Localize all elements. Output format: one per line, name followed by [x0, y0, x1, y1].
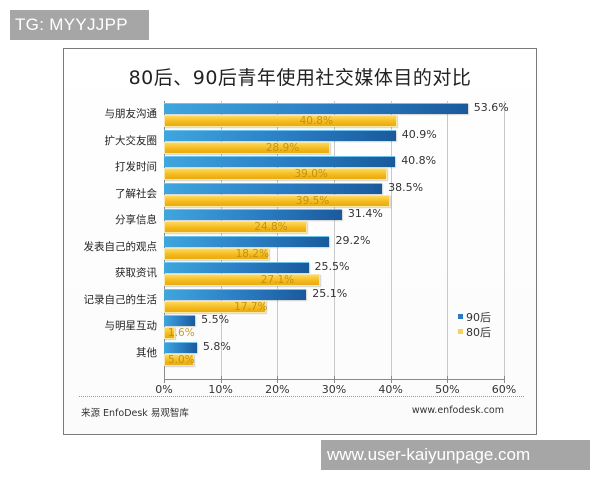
bar-80: [164, 221, 307, 233]
category-label: 其他: [136, 346, 157, 359]
x-tick: [164, 376, 165, 383]
value-label-90: 25.5%: [314, 260, 350, 273]
x-tick-label: 50%: [435, 383, 460, 396]
x-tick-label: 30%: [321, 383, 347, 396]
tg-badge: TG: MYYJJPP: [10, 10, 149, 40]
category-label: 与明星互动: [104, 320, 158, 332]
x-tick-label: 60%: [491, 383, 517, 396]
category-label: 记录自己的生活: [83, 293, 158, 306]
source-note: 来源 EnfoDesk 易观智库: [81, 408, 189, 419]
bar-80: [164, 353, 195, 366]
value-label-90: 53.6%: [473, 101, 509, 114]
value-label-80: 40.8%: [299, 115, 333, 127]
x-tick: [504, 376, 505, 383]
x-tick-label: 0%: [155, 383, 173, 396]
bar-80: [164, 327, 176, 339]
legend-item-80: 80后: [458, 324, 491, 339]
bar-90: [164, 341, 197, 353]
value-label-80: 39.0%: [294, 168, 328, 180]
bar-80: [164, 300, 267, 313]
value-label-80: 28.9%: [265, 141, 300, 154]
bar-90: [164, 262, 309, 273]
value-label-90: 40.8%: [401, 154, 437, 167]
source-url: www.enfodesk.com: [411, 405, 504, 416]
category-label: 获取资讯: [115, 267, 157, 279]
bar-90: [164, 156, 396, 167]
legend-swatch-icon: [458, 314, 463, 319]
x-tick-label: 20%: [265, 383, 290, 396]
bar-90: [164, 103, 468, 114]
legend-label: 90后: [466, 310, 491, 324]
bar-80: [164, 141, 330, 154]
category-label: 扩大交友圈: [104, 134, 158, 147]
x-tick: [447, 376, 449, 383]
divider: [79, 396, 524, 397]
x-tick: [334, 376, 335, 383]
bar-90: [164, 288, 307, 300]
value-label-80: 1.6%: [168, 327, 195, 339]
value-label-90: 40.9%: [401, 127, 437, 141]
gridline: [504, 101, 505, 379]
bar-80: [164, 194, 390, 207]
category-label: 分享信息: [115, 214, 157, 226]
value-label-80: 39.5%: [295, 194, 330, 207]
bar-90: [164, 235, 330, 247]
value-label-80: 27.1%: [260, 274, 295, 286]
value-label-90: 31.4%: [347, 207, 383, 220]
bar-80: [164, 274, 320, 286]
x-tick: [390, 376, 392, 383]
watermark: www.user-kaiyunpage.com: [321, 440, 590, 470]
gridline: [334, 101, 335, 379]
bar-80: [164, 168, 387, 180]
value-label-90: 25.1%: [312, 286, 348, 300]
chart-title: 80后、90后青年使用社交媒体目的对比: [128, 67, 472, 89]
value-label-80: 5.0%: [168, 353, 195, 366]
legend-swatch-icon: [458, 329, 463, 334]
legend: 90后 80后: [458, 309, 491, 339]
value-label-80: 24.8%: [254, 221, 288, 233]
bar-80: [164, 247, 270, 260]
x-tick: [277, 376, 279, 383]
chart-frame: 80后、90后青年使用社交媒体目的对比 0% 10% 20% 30% 40% 50% 60%…: [63, 48, 537, 435]
value-label-90: 5.5%: [201, 313, 230, 326]
x-tick-label: 40%: [378, 383, 403, 396]
category-label: 了解社会: [115, 187, 157, 200]
category-label: 打发时间: [115, 161, 157, 173]
bar-90: [164, 209, 342, 220]
bar-90: [164, 182, 383, 194]
value-label-80: 17.7%: [234, 300, 268, 313]
x-tick: [220, 376, 222, 383]
x-tick-label: 10%: [208, 383, 233, 396]
bar-80: [164, 115, 398, 127]
legend-label: 80后: [466, 325, 491, 339]
category-label: 与朋友沟通: [104, 108, 158, 120]
value-label-80: 18.2%: [235, 247, 269, 260]
bar-90: [164, 315, 196, 326]
gridline: [390, 101, 392, 379]
gridline: [447, 101, 449, 379]
category-label: 发表自己的观点: [83, 240, 158, 253]
bar-90: [164, 129, 396, 141]
plot-area: 0% 10% 20% 30% 40% 50% 60% 与朋友沟通 53.6% 40.8% 扩大交友圈…: [64, 49, 536, 434]
value-label-90: 29.2%: [335, 233, 371, 247]
value-label-90: 38.5%: [388, 180, 424, 194]
value-label-90: 5.8%: [202, 339, 231, 353]
legend-item-90: 90后: [458, 309, 491, 324]
